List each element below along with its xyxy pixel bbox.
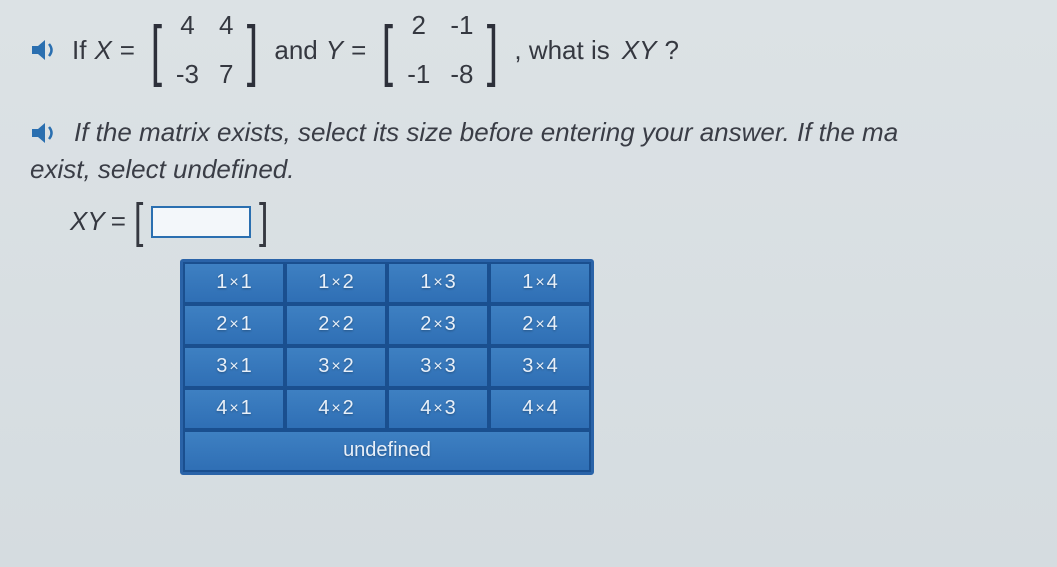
mx-10: -3 — [176, 59, 199, 90]
size-button-2x4[interactable]: 2×4 — [489, 304, 591, 346]
eq-1: = — [120, 35, 135, 66]
eq-2: = — [351, 35, 366, 66]
answer-eq: = — [111, 206, 126, 237]
size-button-2x3[interactable]: 2×3 — [387, 304, 489, 346]
size-button-3x2[interactable]: 3×2 — [285, 346, 387, 388]
undefined-button[interactable]: undefined — [183, 430, 591, 472]
matrix-x: [ 4 -3 4 7 ] — [147, 10, 262, 90]
size-button-3x4[interactable]: 3×4 — [489, 346, 591, 388]
bracket-icon: ] — [259, 205, 268, 239]
size-button-4x4[interactable]: 4×4 — [489, 388, 591, 430]
instruction-text-1: If the matrix exists, select its size be… — [74, 115, 898, 150]
size-button-1x2[interactable]: 1×2 — [285, 262, 387, 304]
instruction-line-1: If the matrix exists, select its size be… — [30, 115, 1037, 150]
question-mark: ? — [664, 35, 678, 66]
my-10: -1 — [407, 59, 430, 90]
my-11: -8 — [450, 59, 473, 90]
question-line: If X = [ 4 -3 4 7 ] and Y = [ 2 -1 -1 — [30, 10, 1037, 90]
size-button-4x1[interactable]: 4×1 — [183, 388, 285, 430]
question-target: XY — [622, 35, 657, 66]
size-button-3x3[interactable]: 3×3 — [387, 346, 489, 388]
question-prefix: If — [72, 35, 86, 66]
size-button-4x2[interactable]: 4×2 — [285, 388, 387, 430]
matrix-y: [ 2 -1 -1 -8 ] — [378, 10, 502, 90]
question-mid: and — [274, 35, 317, 66]
my-00: 2 — [407, 10, 430, 41]
speaker-icon[interactable] — [30, 38, 58, 62]
size-button-1x4[interactable]: 1×4 — [489, 262, 591, 304]
instruction-line-2: exist, select undefined. — [30, 154, 1037, 185]
mx-01: 4 — [219, 10, 233, 41]
var-y: Y — [326, 35, 343, 66]
mx-11: 7 — [219, 59, 233, 90]
question-suffix: , what is — [514, 35, 609, 66]
size-button-3x1[interactable]: 3×1 — [183, 346, 285, 388]
size-button-4x3[interactable]: 4×3 — [387, 388, 489, 430]
size-button-2x2[interactable]: 2×2 — [285, 304, 387, 346]
mx-00: 4 — [176, 10, 199, 41]
speaker-icon[interactable] — [30, 119, 58, 143]
answer-line: XY = [ ] — [70, 205, 1037, 239]
size-button-1x1[interactable]: 1×1 — [183, 262, 285, 304]
var-x: X — [94, 35, 111, 66]
my-01: -1 — [450, 10, 473, 41]
size-selector: 1×11×21×31×42×12×22×32×43×13×23×33×44×14… — [180, 259, 594, 475]
size-button-2x1[interactable]: 2×1 — [183, 304, 285, 346]
size-button-1x3[interactable]: 1×3 — [387, 262, 489, 304]
answer-label: XY — [70, 206, 105, 237]
bracket-icon: [ — [134, 205, 143, 239]
answer-input[interactable] — [151, 206, 251, 238]
